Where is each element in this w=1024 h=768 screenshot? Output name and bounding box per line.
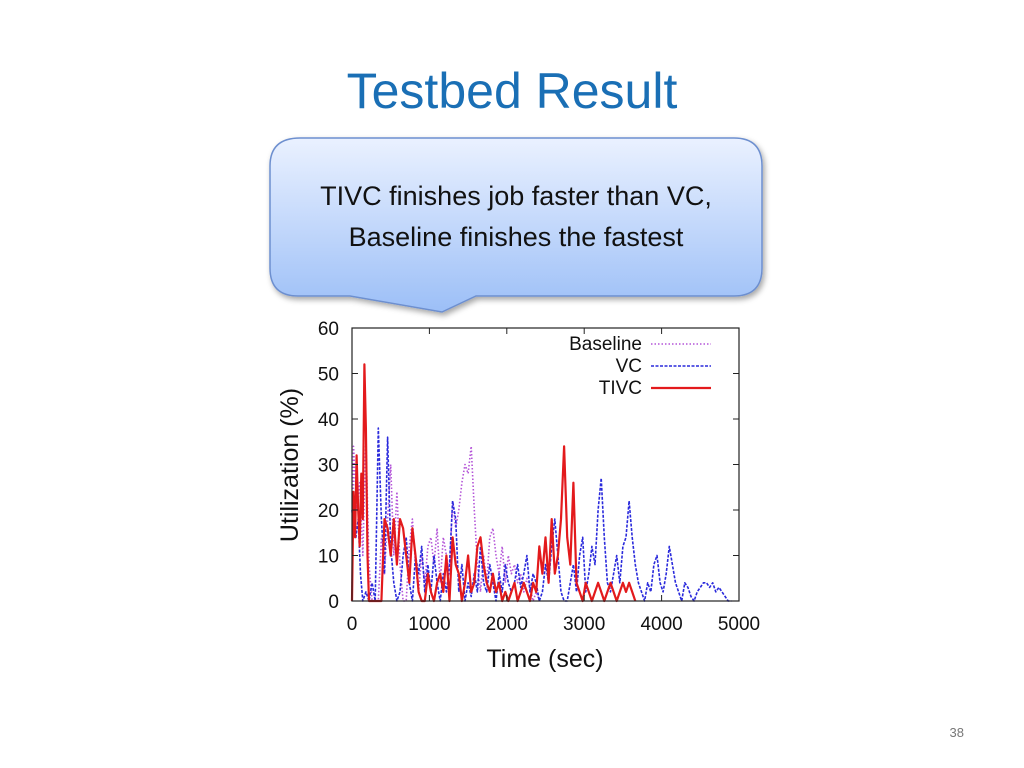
- x-tick-label: 4000: [640, 614, 682, 635]
- series-line-vc: [351, 427, 732, 602]
- x-tick-label: 5000: [718, 614, 760, 635]
- plot-lines: [350, 363, 732, 603]
- y-tick-label: 30: [318, 456, 339, 477]
- y-tick-label: 50: [318, 365, 339, 386]
- y-axis-label: Utilization (%): [276, 388, 304, 542]
- x-axis-label: Time (sec): [486, 645, 603, 673]
- y-tick-label: 20: [318, 501, 339, 522]
- callout-line-2: Baseline finishes the fastest: [348, 222, 684, 252]
- x-tick-label: 0: [347, 614, 358, 635]
- callout-line-1: TIVC finishes job faster than VC,: [320, 181, 712, 211]
- y-tick-label: 0: [328, 592, 339, 613]
- series-line-tivc: [350, 363, 637, 603]
- y-tick-label: 60: [318, 319, 339, 340]
- x-tick-label: 2000: [486, 614, 528, 635]
- legend-label-vc: VC: [616, 356, 642, 377]
- legend-label-tivc: TIVC: [599, 378, 642, 399]
- y-tick-label: 10: [318, 547, 339, 568]
- slide-number: 38: [949, 725, 964, 740]
- slide-title: Testbed Result: [346, 63, 678, 119]
- axis-ticks: 0 1000 2000 3000 4000 5000 0 10 20 30 40 50 60: [318, 319, 760, 635]
- series-line-baseline: [351, 436, 541, 602]
- x-tick-label: 1000: [408, 614, 450, 635]
- callout-text: TIVC finishes job faster than VC, Baseli…: [270, 176, 762, 258]
- legend-label-baseline: Baseline: [569, 334, 642, 355]
- x-tick-label: 3000: [563, 614, 605, 635]
- y-tick-label: 40: [318, 410, 339, 431]
